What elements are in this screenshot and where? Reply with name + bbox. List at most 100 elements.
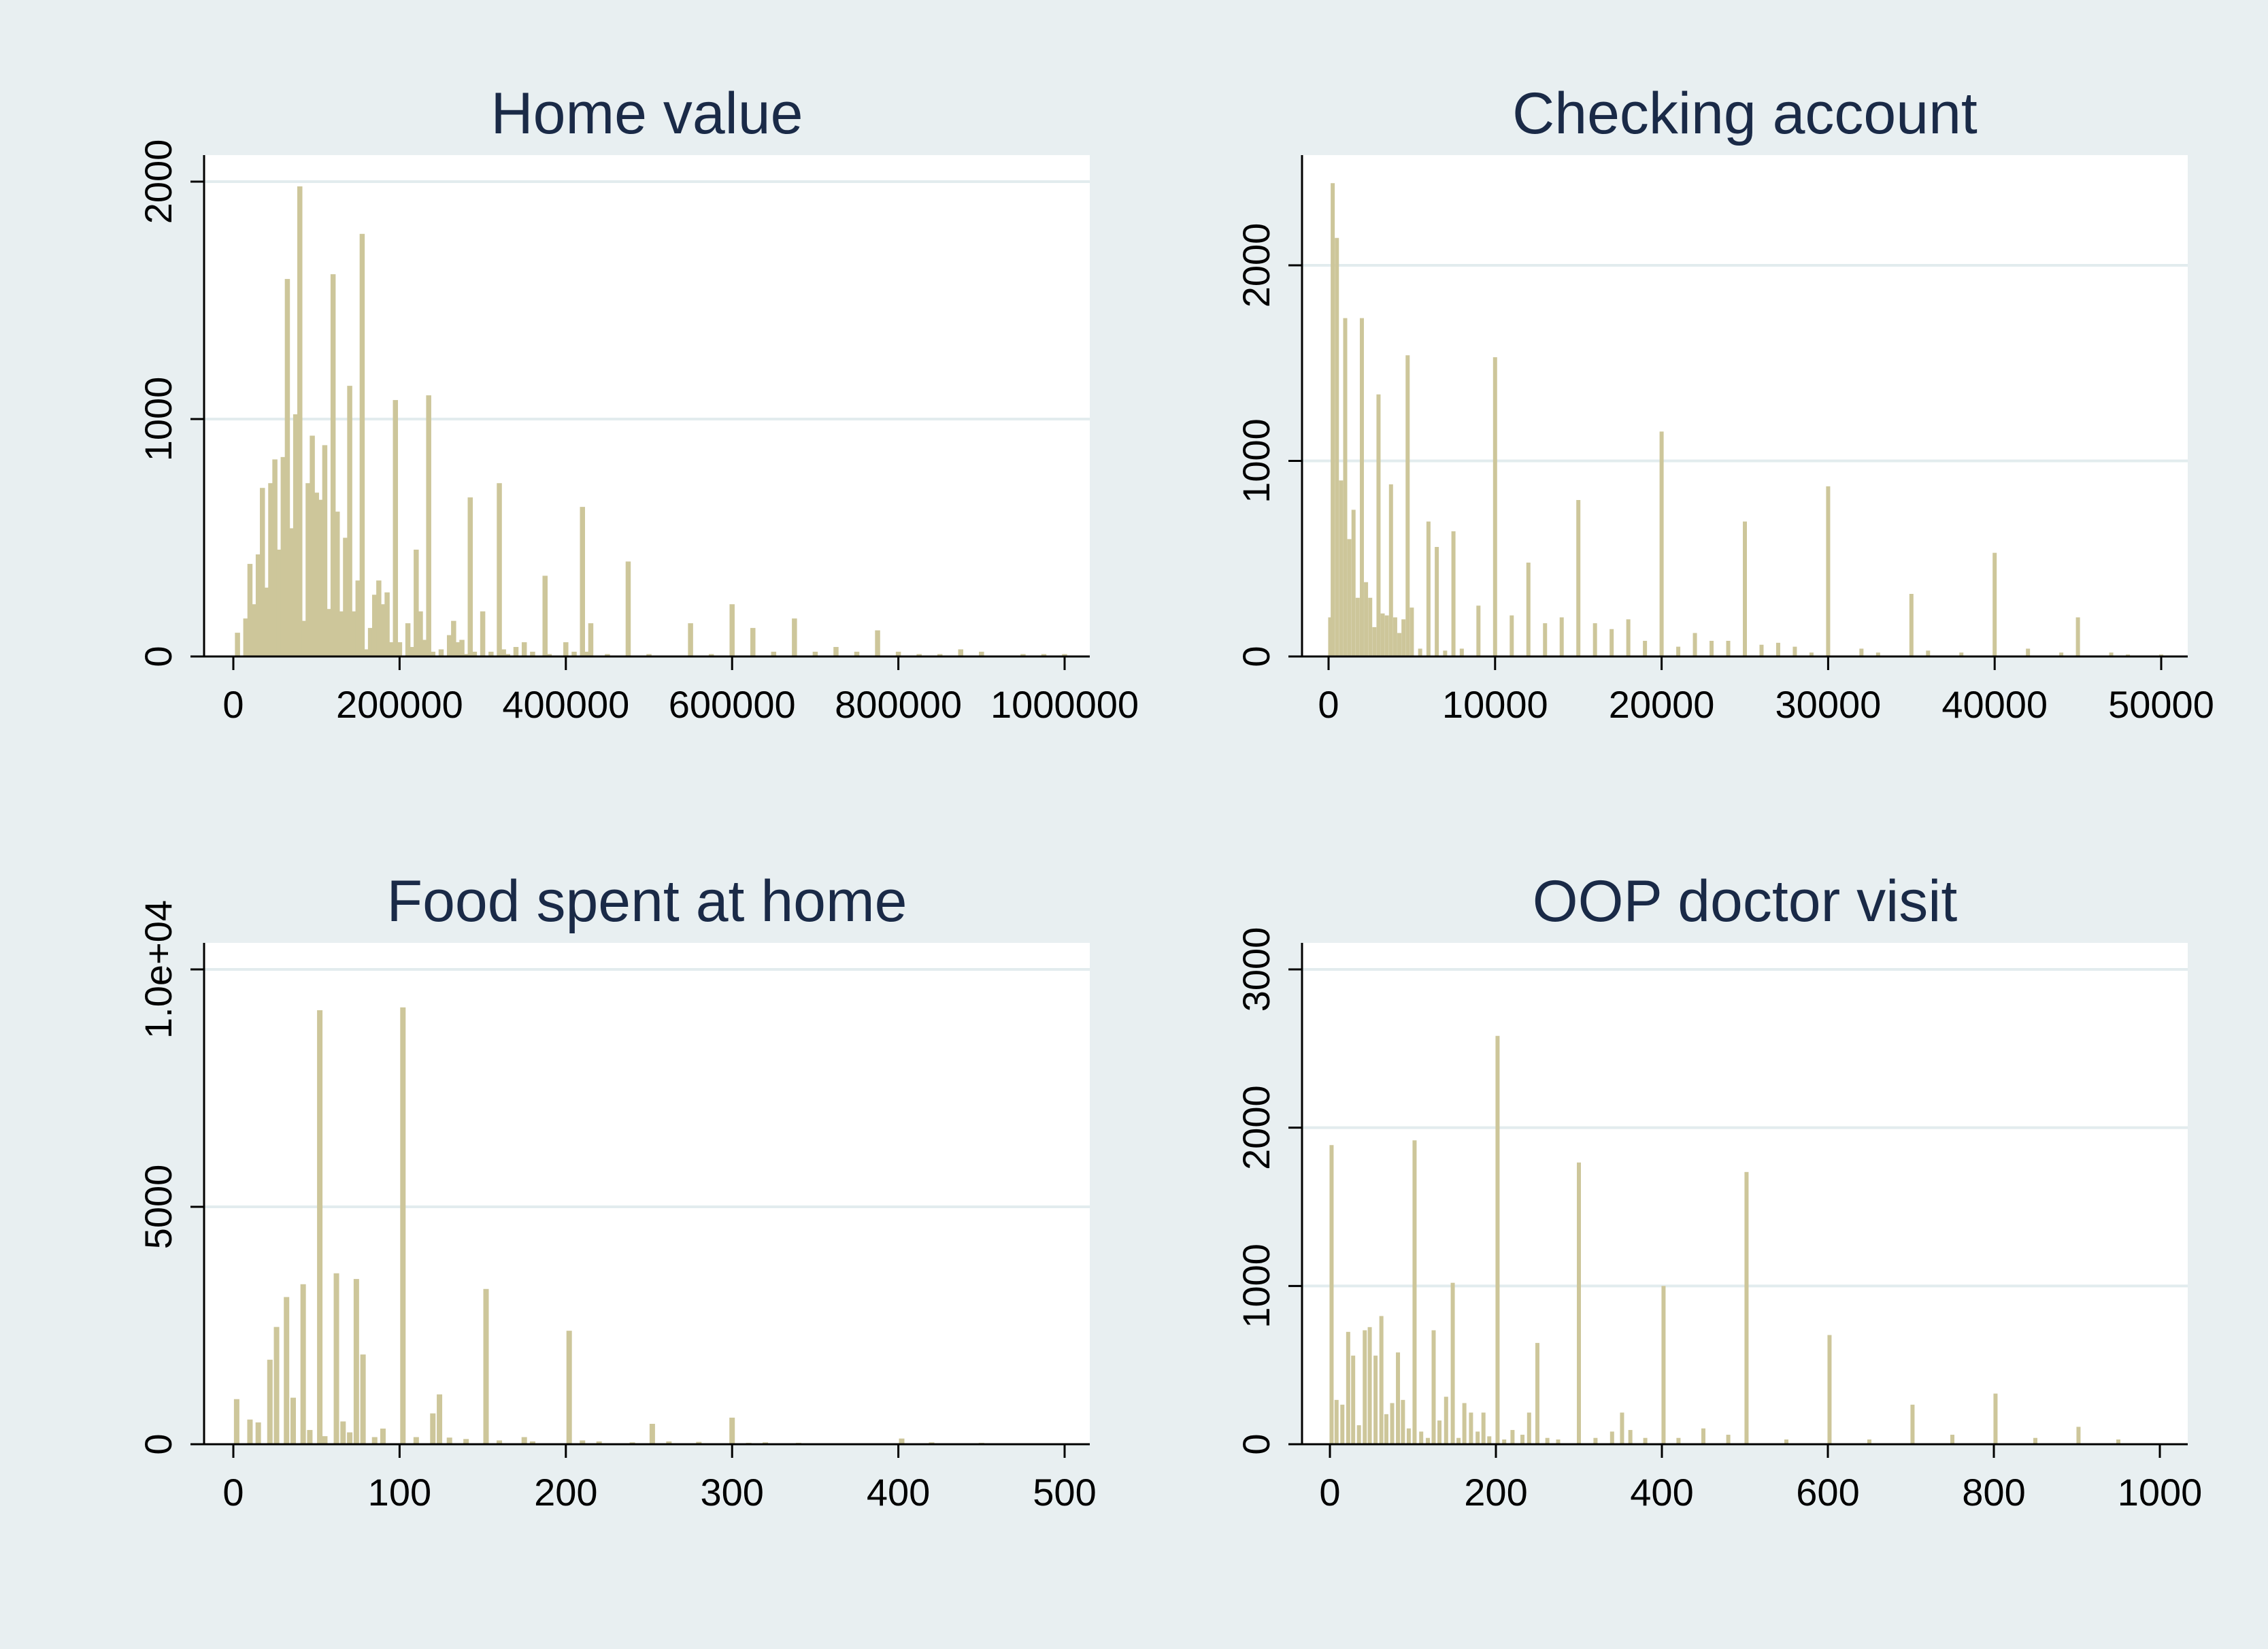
histogram-bar [1826, 486, 1831, 656]
histogram-bar [388, 642, 394, 656]
histogram-bar [1592, 623, 1597, 656]
histogram-bar [1401, 619, 1406, 656]
histogram-bar [1388, 484, 1393, 656]
histogram-bar [530, 652, 535, 656]
y-axis-ticks: 0 1000 2000 [137, 139, 204, 667]
histogram-bar [1993, 1393, 1998, 1444]
histogram-bar [438, 649, 444, 656]
histogram-bar [343, 537, 348, 656]
histogram-bar [235, 633, 240, 656]
histogram-bar [1827, 1335, 1832, 1444]
histogram-bar [497, 1440, 503, 1444]
bars [1329, 1035, 2120, 1444]
histogram-bar [1959, 652, 1964, 656]
histogram-bar [1792, 646, 1797, 656]
histogram-bar [596, 1441, 602, 1444]
histogram-bar [2033, 1437, 2037, 1444]
bars [235, 186, 1067, 657]
histogram-bar [247, 563, 253, 656]
histogram-bar [1593, 1437, 1598, 1444]
histogram-bar [255, 554, 261, 656]
histogram-bar [371, 595, 378, 656]
x-tick-label: 0 [222, 1471, 244, 1514]
histogram-bar [414, 549, 419, 656]
histogram-bar [480, 611, 486, 656]
panel-home-value: 0 200000 400000 600000 800000 1000000 0 1000 20… [137, 81, 1139, 726]
y-tick-label: 5000 [137, 1165, 180, 1250]
histogram-bar [233, 1399, 239, 1444]
histogram-bar [459, 639, 465, 656]
histogram-bar [1451, 531, 1456, 656]
histogram-bar [1992, 552, 1997, 656]
histogram-bar [580, 1440, 586, 1444]
histogram-bar [584, 652, 590, 656]
histogram-bar [1545, 1437, 1550, 1444]
histogram-bar [696, 1442, 702, 1444]
histogram-bar [833, 647, 839, 656]
histogram-bar [1526, 563, 1531, 656]
histogram-bar [1510, 1430, 1515, 1444]
bars [233, 1007, 1035, 1445]
histogram-bar [471, 652, 478, 656]
histogram-bar [1950, 1435, 1954, 1444]
histogram-bar [1346, 1331, 1350, 1444]
histogram-bar [1626, 619, 1631, 656]
histogram-bar [288, 528, 295, 656]
gridlines [1302, 264, 2188, 463]
histogram-bar [1062, 654, 1067, 656]
histogram-bar [330, 274, 336, 656]
histogram-bar [1363, 1330, 1367, 1444]
histogram-bar [1435, 547, 1439, 656]
histogram-bar [729, 604, 735, 656]
histogram-bar [347, 1432, 353, 1444]
histogram-bar [1726, 1435, 1731, 1444]
x-tick-label: 500 [1033, 1471, 1096, 1514]
histogram-bar [290, 1397, 296, 1444]
histogram-bar [340, 1421, 346, 1444]
histogram-bar [1859, 648, 1864, 656]
y-axis-ticks: 0 5000 1.0e+04 [137, 900, 204, 1455]
histogram-bar [580, 507, 585, 656]
histogram-bar [792, 618, 797, 656]
y-tick-label: 1000 [137, 377, 180, 462]
histogram-bar [335, 512, 340, 656]
x-tick-label: 0 [1319, 1471, 1340, 1514]
y-tick-label: 0 [137, 1433, 180, 1454]
x-tick-label: 20000 [1609, 683, 1715, 726]
histogram-bar [446, 1437, 452, 1444]
histogram-bar [1368, 597, 1373, 656]
histogram-bar [666, 1441, 672, 1444]
histogram-bar [605, 654, 610, 656]
histogram-bar [463, 1439, 469, 1444]
histogram-bar [1390, 1403, 1395, 1444]
histogram-bar [1331, 183, 1335, 656]
histogram-bar [1418, 648, 1422, 656]
histogram-bar [446, 635, 452, 656]
histogram-bar [1610, 629, 1614, 656]
x-tick-label: 50000 [2108, 683, 2214, 726]
histogram-bar [1809, 652, 1814, 656]
histogram-bar [895, 652, 901, 656]
histogram-bar [1373, 1355, 1378, 1444]
histogram-bar [1380, 613, 1385, 656]
x-tick-label: 100 [368, 1471, 431, 1514]
histogram-bar [280, 456, 286, 656]
histogram-bar [1492, 357, 1497, 656]
x-axis-ticks: 0 200 400 600 800 1000 [1319, 1444, 2202, 1514]
histogram-bar [367, 628, 373, 656]
histogram-bar [413, 1437, 419, 1444]
histogram-bar [1759, 644, 1764, 656]
histogram-bar [571, 652, 577, 656]
x-tick-label: 400 [867, 1471, 930, 1514]
histogram-bar [1419, 1431, 1424, 1444]
histogram-bar [371, 1437, 378, 1444]
y-tick-label: 0 [137, 646, 180, 667]
y-tick-label: 1000 [1235, 418, 1278, 503]
histogram-bar [1393, 617, 1397, 656]
histogram-bar [1520, 1435, 1525, 1444]
histogram-bar [380, 604, 386, 656]
histogram-bar [1359, 318, 1364, 656]
histogram-bar [351, 611, 356, 656]
histogram-bar [501, 649, 506, 656]
histogram-bar [505, 654, 511, 656]
